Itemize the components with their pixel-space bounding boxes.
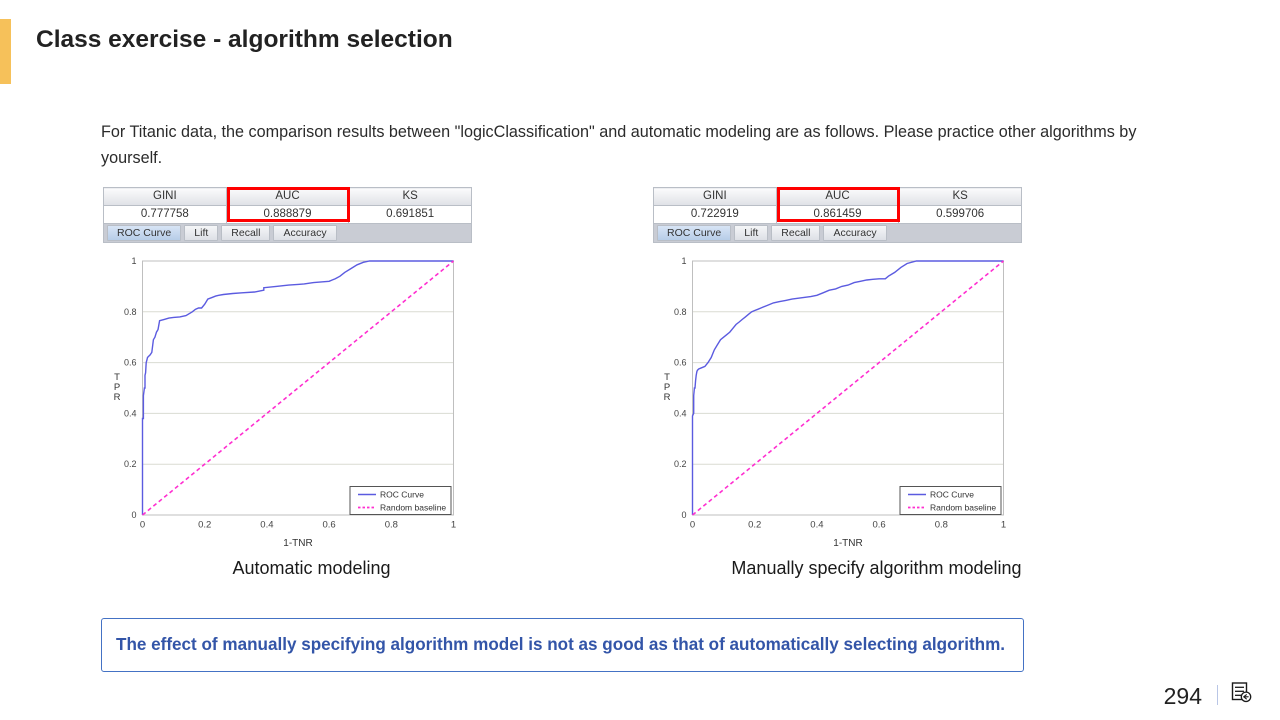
svg-text:R: R (114, 392, 121, 403)
svg-text:0.6: 0.6 (674, 358, 687, 368)
svg-text:0.6: 0.6 (872, 520, 885, 531)
svg-text:0: 0 (681, 510, 686, 520)
svg-text:0.2: 0.2 (124, 459, 137, 469)
svg-text:0.8: 0.8 (674, 307, 687, 317)
svg-text:0.2: 0.2 (748, 520, 761, 531)
svg-text:R: R (664, 392, 671, 403)
svg-text:ROC Curve: ROC Curve (930, 490, 974, 500)
svg-text:0.4: 0.4 (810, 520, 823, 531)
svg-text:0: 0 (131, 510, 136, 520)
svg-text:Random baseline: Random baseline (930, 503, 996, 513)
svg-text:0.2: 0.2 (674, 459, 687, 469)
svg-text:1: 1 (1001, 520, 1006, 531)
svg-text:0.2: 0.2 (198, 520, 211, 531)
svg-text:0: 0 (140, 520, 145, 531)
svg-text:1: 1 (451, 520, 456, 531)
svg-text:0.4: 0.4 (124, 408, 137, 418)
svg-text:0.4: 0.4 (674, 408, 687, 418)
svg-text:1: 1 (131, 256, 136, 266)
svg-text:ROC Curve: ROC Curve (380, 490, 424, 500)
svg-text:0.8: 0.8 (124, 307, 137, 317)
svg-text:Random baseline: Random baseline (380, 503, 446, 513)
svg-text:0.6: 0.6 (322, 520, 335, 531)
svg-text:0.8: 0.8 (385, 520, 398, 531)
svg-text:0.8: 0.8 (935, 520, 948, 531)
svg-text:1: 1 (681, 256, 686, 266)
svg-text:0: 0 (690, 520, 695, 531)
svg-text:0.4: 0.4 (260, 520, 273, 531)
svg-text:0.6: 0.6 (124, 358, 137, 368)
svg-text:1-TNR: 1-TNR (833, 538, 862, 549)
svg-text:1-TNR: 1-TNR (283, 538, 312, 549)
